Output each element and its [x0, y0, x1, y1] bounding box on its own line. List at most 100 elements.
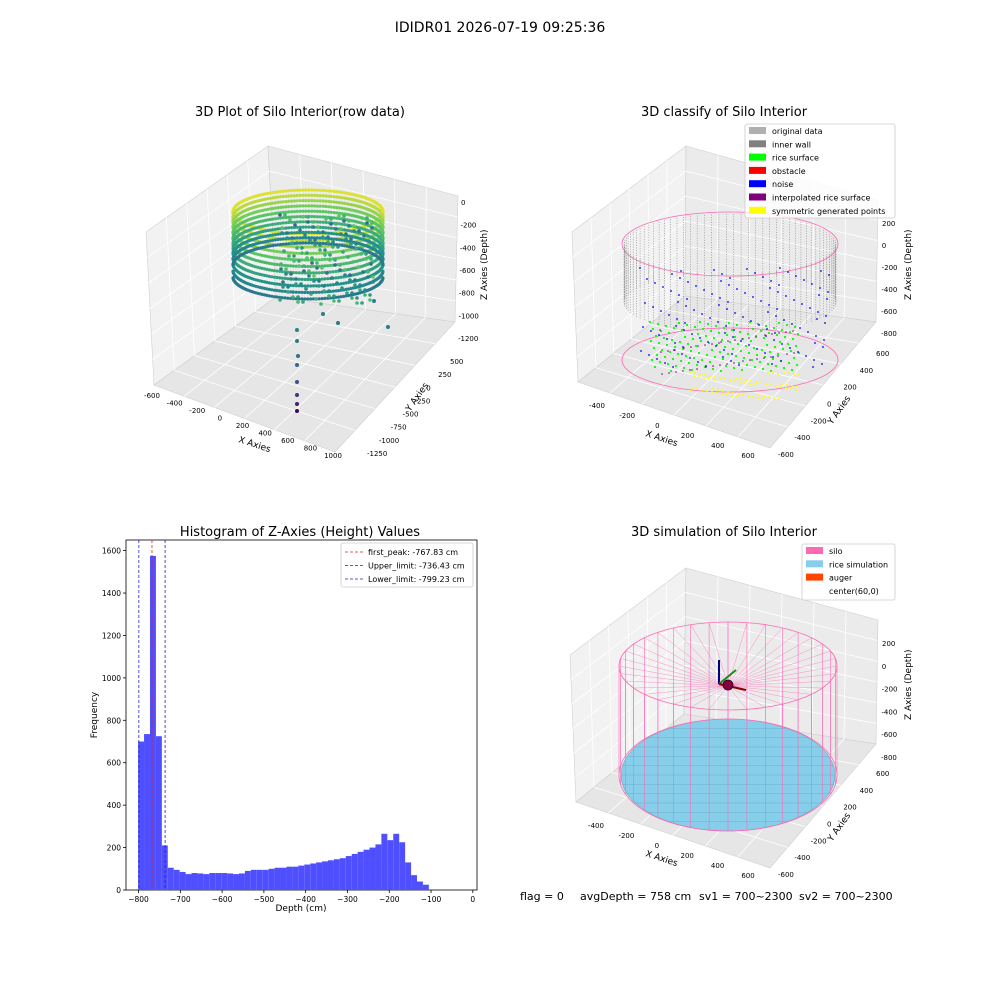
- symmetric-point: [760, 382, 762, 384]
- noise-point: [776, 308, 778, 310]
- y-tick-label: 800: [107, 716, 122, 725]
- raw-point: [280, 276, 284, 280]
- raw-point: [273, 238, 277, 242]
- histogram-legend: first_peak: -767.83 cm Upper_limit: -736.…: [340, 542, 474, 588]
- legend-label: noise: [772, 180, 793, 189]
- raw-point: [323, 248, 327, 252]
- raw-point: [344, 237, 348, 241]
- raw-point: [301, 236, 305, 240]
- raw-point: [293, 223, 297, 227]
- raw-point: [273, 243, 277, 247]
- interpolated-point: [705, 366, 707, 368]
- raw-point: [347, 245, 352, 249]
- x-tick-label: −500: [254, 895, 275, 904]
- histogram-bar: [422, 884, 429, 890]
- raw-point: [306, 264, 310, 269]
- raw-point: [312, 209, 317, 213]
- raw-point: [291, 295, 295, 299]
- raw-point: [281, 200, 285, 204]
- raw-point: [280, 289, 284, 293]
- panel-classify-3d: 3D classify of Silo Interior -400-200020…: [571, 105, 914, 460]
- raw-point: [321, 235, 325, 239]
- panel2-data-points: [621, 211, 839, 400]
- raw-point: [320, 271, 324, 275]
- raw-point: [334, 250, 338, 254]
- raw-point: [292, 204, 297, 208]
- noise-point: [787, 271, 789, 273]
- raw-point: [268, 196, 272, 200]
- raw-point: [267, 248, 271, 252]
- rice-surface-point: [774, 364, 778, 368]
- raw-point: [263, 273, 267, 277]
- raw-outlier-point: [321, 312, 325, 316]
- raw-point: [315, 241, 319, 245]
- rice-surface-point: [758, 360, 762, 364]
- raw-point: [291, 251, 295, 255]
- noise-point: [717, 321, 719, 323]
- raw-point: [306, 277, 310, 282]
- noise-point: [774, 332, 776, 334]
- symmetric-point: [712, 388, 714, 390]
- interpolated-point: [734, 339, 736, 341]
- raw-point: [329, 200, 333, 204]
- raw-point: [308, 238, 312, 242]
- raw-point: [347, 213, 352, 217]
- silo-roof-line: [657, 632, 729, 687]
- raw-point: [352, 224, 356, 228]
- raw-point: [313, 238, 317, 242]
- raw-point: [270, 268, 274, 272]
- raw-point: [324, 204, 328, 209]
- raw-point: [263, 197, 267, 201]
- raw-point: [331, 240, 335, 244]
- raw-point: [331, 270, 335, 274]
- noise-point: [750, 320, 752, 322]
- raw-point: [287, 254, 291, 258]
- symmetric-point: [689, 371, 691, 373]
- rice-surface-point: [751, 327, 755, 331]
- rice-surface-point: [687, 361, 691, 365]
- noise-point: [740, 340, 742, 342]
- raw-point: [337, 206, 342, 210]
- raw-point: [323, 257, 327, 261]
- histogram-bar: [292, 866, 299, 890]
- noise-point: [646, 278, 648, 280]
- noise-point: [686, 298, 688, 300]
- symmetric-point: [773, 397, 775, 399]
- floor-grid: [737, 317, 845, 438]
- raw-point: [281, 216, 285, 220]
- raw-point: [328, 258, 332, 262]
- raw-point: [290, 210, 294, 214]
- noise-point: [733, 329, 735, 331]
- raw-point: [268, 202, 272, 206]
- noise-point: [679, 277, 681, 279]
- raw-point: [369, 262, 373, 266]
- raw-point: [345, 191, 349, 195]
- rice-surface-point: [794, 344, 798, 348]
- raw-point: [284, 210, 288, 214]
- noise-point: [756, 348, 758, 350]
- raw-point: [381, 231, 385, 235]
- raw-point: [306, 220, 310, 224]
- symmetric-point: [744, 382, 746, 384]
- rice-surface-point: [777, 321, 781, 325]
- raw-point: [310, 209, 314, 213]
- raw-point: [281, 189, 285, 193]
- panel1-zlabel: Z Axies (Depth): [480, 229, 490, 300]
- noise-point: [648, 354, 650, 356]
- p4-z-tick-label: -400: [881, 708, 897, 716]
- raw-point: [301, 193, 305, 197]
- rice-surface-point: [678, 340, 682, 344]
- histogram-bar: [221, 873, 228, 890]
- raw-point: [271, 196, 275, 200]
- silo-roof-line: [727, 685, 823, 689]
- rice-surface-point: [712, 336, 716, 340]
- symmetric-point: [796, 386, 798, 388]
- raw-point: [304, 204, 308, 208]
- raw-point: [327, 199, 331, 204]
- raw-point: [295, 193, 299, 198]
- raw-point: [271, 228, 275, 232]
- raw-point: [343, 268, 347, 272]
- silo-roof-line: [708, 685, 729, 710]
- silo-roof-line: [727, 650, 831, 687]
- raw-point: [284, 221, 288, 225]
